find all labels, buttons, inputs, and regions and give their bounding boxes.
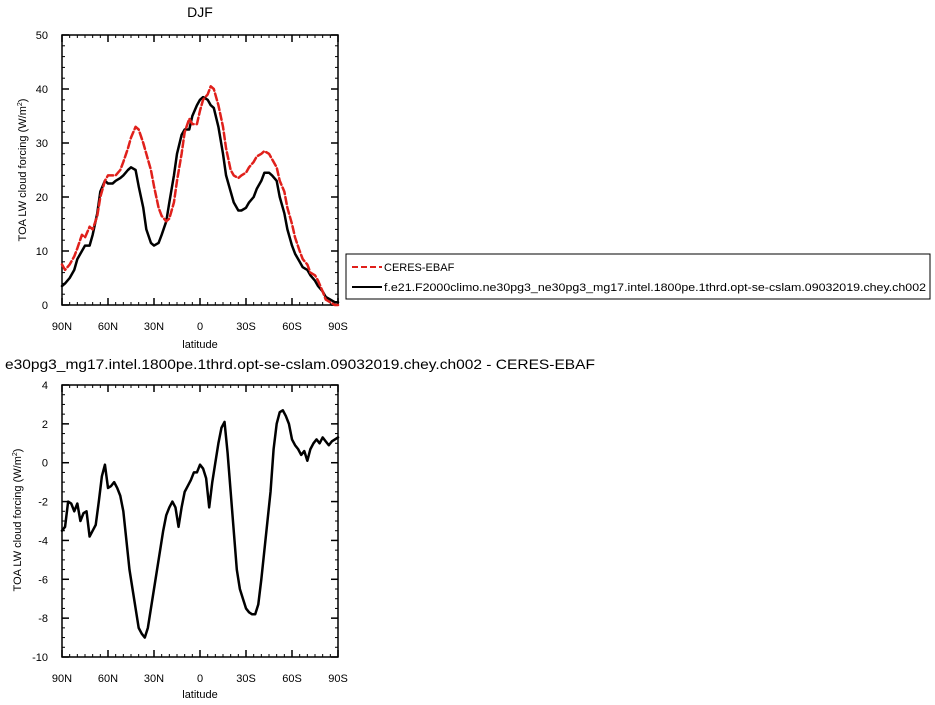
bottom-x-tick-label: 60S — [282, 673, 302, 685]
bottom-y-tick-label: -10 — [32, 652, 48, 664]
top-series-ceres-line — [60, 85, 340, 307]
top-x-tick-label: 90N — [52, 321, 72, 333]
bottom-x-tick-label: 90S — [328, 673, 348, 685]
top-y-tick-label: 50 — [36, 30, 48, 42]
top-x-tick-label: 90S — [328, 321, 348, 333]
bottom-plot-frame — [61, 384, 339, 658]
legend-box — [345, 253, 931, 300]
bottom-x-axis-label: latitude — [182, 689, 217, 701]
legend-label-model: f.e21.F2000climo.ne30pg3_ne30pg3_mg17.in… — [384, 282, 926, 294]
top-plot-frame — [61, 34, 339, 306]
bottom-chart-title: e30pg3_mg17.intel.1800pe.1thrd.opt-se-cs… — [5, 356, 595, 372]
bottom-series-model-line — [60, 409, 340, 639]
bottom-y-tick-label: 2 — [42, 419, 48, 431]
top-y-tick-label: 10 — [36, 246, 48, 258]
top-panel: 90N 60N 30N 0 30S 60S 90S 0 10 20 30 40 50 — [36, 30, 348, 333]
bottom-x-tick-label: 60N — [98, 673, 118, 685]
top-series-model-line — [60, 95, 340, 304]
bottom-y-tick-label: -4 — [38, 535, 48, 547]
top-y-tick-label: 30 — [36, 138, 48, 150]
bottom-x-tick-label: 90N — [52, 673, 72, 685]
top-y-tick-label: 40 — [36, 84, 48, 96]
bottom-y-tick-label: -6 — [38, 574, 48, 586]
legend-label-ceres: CERES-EBAF — [384, 262, 455, 274]
bottom-y-tick-label: -2 — [38, 497, 48, 509]
top-x-axis-label: latitude — [182, 339, 217, 351]
top-x-tick-label: 60S — [282, 321, 302, 333]
top-y-tick-label: 0 — [42, 300, 48, 312]
top-x-tick-label: 30S — [236, 321, 256, 333]
top-x-tick-label: 60N — [98, 321, 118, 333]
bottom-y-axis-label: TOA LW cloud forcing (W/m2) — [12, 449, 24, 592]
bottom-y-tick-label: -8 — [38, 613, 48, 625]
top-chart-title: DJF — [187, 4, 213, 20]
bottom-x-tick-label: 30S — [236, 673, 256, 685]
bottom-y-tick-label: 0 — [42, 458, 48, 470]
bottom-panel: 90N 60N 30N 0 30S 60S 90S 4 2 0 -2 -4 -6 -8 -10 — [32, 380, 348, 685]
bottom-x-tick-label: 0 — [197, 673, 203, 685]
top-y-tick-label: 20 — [36, 192, 48, 204]
bottom-y-tick-label: 4 — [42, 380, 48, 392]
top-x-tick-label: 30N — [144, 321, 164, 333]
top-y-axis-label: TOA LW cloud forcing (W/m2) — [17, 99, 29, 242]
bottom-x-tick-label: 30N — [144, 673, 164, 685]
top-x-tick-label: 0 — [197, 321, 203, 333]
